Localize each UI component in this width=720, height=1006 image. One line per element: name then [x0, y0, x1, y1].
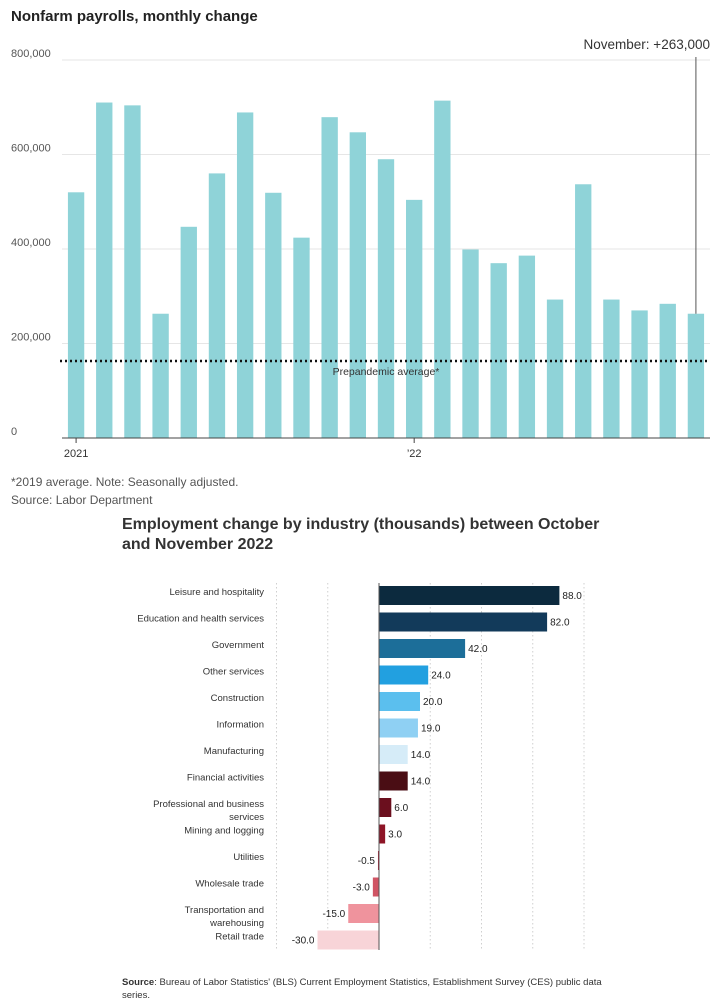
chart2-title: Employment change by industry (thousands… — [122, 516, 600, 553]
bar — [462, 249, 479, 438]
source2: Source: Bureau of Labor Statistics' (BLS… — [122, 977, 622, 1002]
data-label: 14.0 — [411, 750, 431, 761]
bar — [321, 117, 338, 439]
y-tick-label: 0 — [11, 426, 17, 438]
x-tick-label: 2021 — [64, 448, 88, 460]
data-label: 42.0 — [468, 644, 488, 655]
bar — [208, 173, 226, 438]
bar — [379, 665, 429, 685]
data-label: -30.0 — [292, 936, 315, 947]
bar — [379, 798, 392, 817]
category-label: Manufacturing — [204, 746, 264, 757]
category-label: Government — [212, 640, 265, 651]
bar — [379, 612, 548, 632]
data-label: 14.0 — [411, 777, 431, 788]
bar — [293, 237, 310, 438]
bar — [379, 639, 466, 658]
bar — [379, 824, 386, 844]
category-label: Utilities — [233, 852, 264, 863]
category-label: Information — [216, 720, 264, 731]
bar — [236, 112, 254, 438]
y-tick-label: 800,000 — [11, 48, 51, 60]
bar — [546, 299, 564, 438]
bar — [180, 226, 197, 438]
category-label: Transportation and — [185, 905, 264, 916]
footnote: *2019 average. Note: Seasonally adjusted… — [11, 475, 239, 489]
bar — [379, 586, 560, 605]
chart1-svg: 800,000 600,000 400,000 200,000 0 2021 ’22 Prep… — [11, 37, 710, 460]
source1: Source: Labor Department — [11, 493, 153, 507]
category-label: Mining and logging — [184, 826, 264, 837]
bar — [379, 745, 408, 764]
data-label: 6.0 — [394, 803, 408, 814]
bar — [377, 159, 395, 438]
bar — [434, 100, 451, 438]
category-label: warehousing — [209, 918, 264, 929]
category-label: Retail trade — [215, 932, 264, 943]
category-label: Education and health services — [137, 614, 264, 625]
data-label: -15.0 — [322, 909, 345, 920]
y-tick-label: 200,000 — [11, 332, 51, 344]
bar — [124, 105, 141, 439]
category-label: Other services — [203, 667, 264, 678]
data-label: 82.0 — [550, 618, 570, 629]
bar — [67, 192, 85, 438]
category-label: Professional and business — [153, 799, 264, 810]
y-tick-label: 600,000 — [11, 143, 51, 155]
category-label: Wholesale trade — [195, 879, 264, 890]
category-label: services — [229, 812, 264, 823]
data-label: 3.0 — [388, 830, 402, 841]
bar — [372, 877, 379, 897]
data-label: -0.5 — [358, 856, 376, 867]
bar — [379, 771, 408, 791]
bar — [317, 930, 379, 950]
bar — [406, 199, 423, 438]
category-label: Construction — [211, 693, 264, 704]
data-label: 20.0 — [423, 697, 443, 708]
data-label: 88.0 — [562, 591, 582, 602]
bar — [575, 184, 592, 438]
source2-text: : Bureau of Labor Statistics' (BLS) Curr… — [122, 977, 602, 1001]
bar — [152, 313, 169, 438]
bar — [96, 102, 113, 439]
bar — [659, 303, 676, 438]
bar — [490, 263, 507, 438]
bar — [265, 192, 282, 438]
chart2-svg: 88.0 Leisure and hospitality 82.0 Education… — [137, 583, 585, 950]
bar — [687, 313, 705, 438]
bar — [379, 718, 418, 738]
data-label: 19.0 — [421, 724, 441, 735]
category-label: Leisure and hospitality — [169, 587, 264, 598]
x-tick-label: ’22 — [407, 448, 422, 460]
bar — [518, 255, 536, 438]
bar — [348, 904, 379, 923]
data-label: 24.0 — [431, 671, 451, 682]
bar — [603, 299, 620, 438]
category-label: Financial activities — [187, 773, 264, 784]
bar — [631, 310, 648, 438]
y-tick-label: 400,000 — [11, 237, 51, 249]
prepandemic-average-label: Prepandemic average* — [333, 366, 440, 378]
data-label: -3.0 — [353, 883, 371, 894]
source2-label: Source — [122, 977, 155, 988]
bar — [379, 692, 420, 711]
chart1-title: Nonfarm payrolls, monthly change — [11, 8, 258, 25]
annotation-label: November: +263,000 — [584, 37, 710, 52]
